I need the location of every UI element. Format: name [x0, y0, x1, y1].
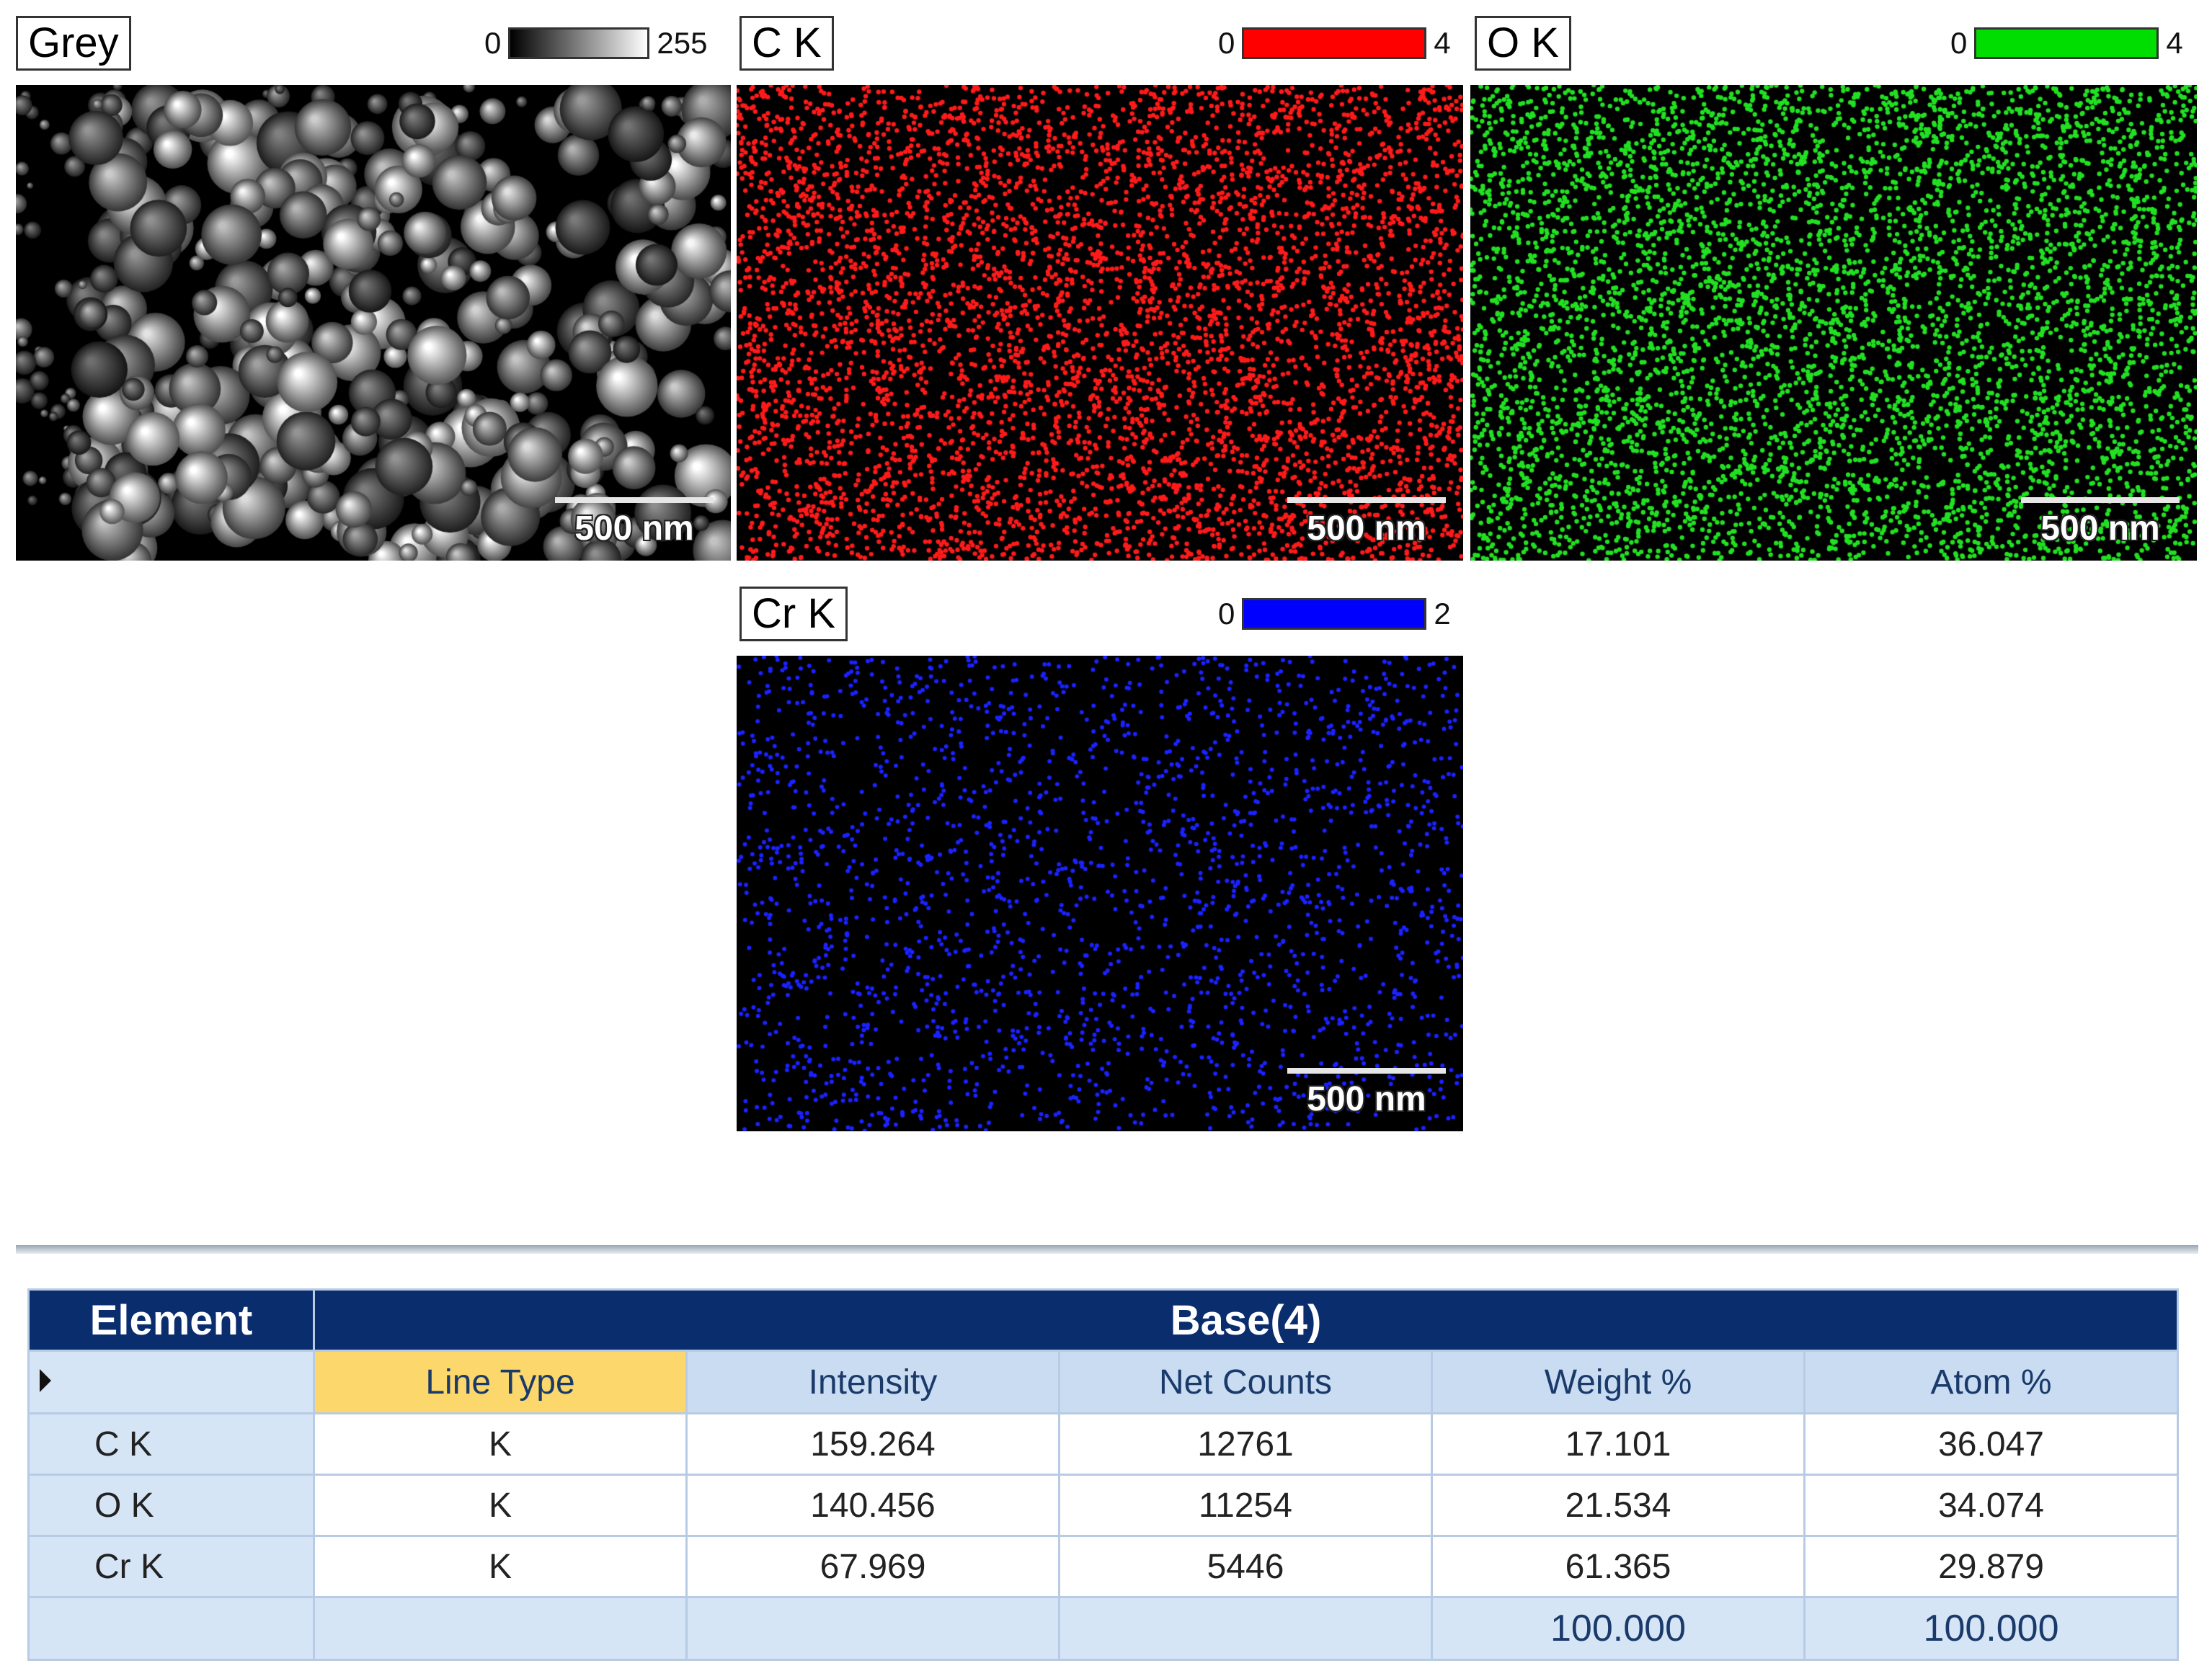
- table-row[interactable]: C K K 159.264 12761 17.101 36.047: [27, 1412, 2180, 1476]
- map-label-crk: Cr K: [739, 587, 848, 641]
- total-atom: 100.000: [1803, 1596, 2180, 1661]
- section-divider: [16, 1245, 2198, 1254]
- totals-row: 100.000 100.000: [27, 1596, 2180, 1661]
- column-header-net-counts[interactable]: Net Counts: [1058, 1350, 1433, 1414]
- header-group[interactable]: Base(4): [312, 1288, 2180, 1352]
- column-header-weight[interactable]: Weight %: [1431, 1350, 1805, 1414]
- column-header-line-type[interactable]: Line Type: [313, 1350, 688, 1414]
- column-header-atom[interactable]: Atom %: [1803, 1350, 2180, 1414]
- legend-max-crk: 2: [1434, 597, 1451, 630]
- element-map-ck: 500 nm: [737, 85, 1463, 561]
- legend-min-ck: 0: [1218, 26, 1235, 60]
- cell-atom[interactable]: 36.047: [1803, 1412, 2180, 1476]
- cell-line-type[interactable]: K: [313, 1535, 688, 1598]
- legend-bar-crk: [1242, 598, 1427, 630]
- legend-bar-ok: [1974, 27, 2159, 59]
- sem-image-grey: 500 nm: [16, 85, 731, 561]
- row-pointer-icon: [40, 1369, 51, 1392]
- results-table: Element Base(4) Line Type Intensity Net …: [27, 1288, 2180, 1661]
- legend-ck: 0 4: [1218, 26, 1451, 61]
- legend-min-grey: 0: [484, 26, 502, 60]
- cell-atom[interactable]: 29.879: [1803, 1535, 2180, 1598]
- header-element[interactable]: Element: [27, 1288, 315, 1352]
- column-header-intensity[interactable]: Intensity: [685, 1350, 1060, 1414]
- legend-grey: 0 255: [484, 26, 707, 61]
- cell-weight[interactable]: 21.534: [1431, 1474, 1805, 1537]
- total-empty-intensity: [685, 1596, 1060, 1661]
- map-label-ok: O K: [1475, 16, 1571, 71]
- cell-net-counts[interactable]: 5446: [1058, 1535, 1433, 1598]
- legend-min-ok: 0: [1950, 26, 1968, 60]
- legend-bar-ck: [1242, 27, 1427, 59]
- total-weight: 100.000: [1431, 1596, 1805, 1661]
- scale-bar-ok: 500 nm: [2021, 497, 2180, 548]
- element-map-crk: 500 nm: [737, 656, 1463, 1131]
- cell-atom[interactable]: 34.074: [1803, 1474, 2180, 1537]
- cell-intensity[interactable]: 67.969: [685, 1535, 1060, 1598]
- total-empty-net-counts: [1058, 1596, 1433, 1661]
- cell-element: Cr K: [27, 1535, 315, 1598]
- legend-max-ok: 4: [2166, 26, 2183, 60]
- map-label-grey: Grey: [16, 16, 131, 71]
- element-map-ok: 500 nm: [1470, 85, 2197, 561]
- cell-net-counts[interactable]: 11254: [1058, 1474, 1433, 1537]
- map-label-ck: C K: [739, 16, 834, 71]
- cell-line-type[interactable]: K: [313, 1474, 688, 1537]
- legend-min-crk: 0: [1218, 597, 1235, 630]
- legend-max-ck: 4: [1434, 26, 1451, 60]
- scale-bar-grey: 500 nm: [555, 497, 714, 548]
- scale-bar-crk: 500 nm: [1287, 1068, 1446, 1118]
- row-selector-header[interactable]: [27, 1350, 315, 1414]
- cell-weight[interactable]: 61.365: [1431, 1535, 1805, 1598]
- legend-ok: 0 4: [1950, 26, 2183, 61]
- legend-max-grey: 255: [657, 26, 708, 60]
- cell-weight[interactable]: 17.101: [1431, 1412, 1805, 1476]
- table-row[interactable]: Cr K K 67.969 5446 61.365 29.879: [27, 1535, 2180, 1598]
- cell-net-counts[interactable]: 12761: [1058, 1412, 1433, 1476]
- table-row[interactable]: O K K 140.456 11254 21.534 34.074: [27, 1474, 2180, 1537]
- legend-bar-grey: [508, 27, 650, 59]
- cell-intensity[interactable]: 159.264: [685, 1412, 1060, 1476]
- cell-element: C K: [27, 1412, 315, 1476]
- legend-crk: 0 2: [1218, 597, 1451, 631]
- cell-line-type[interactable]: K: [313, 1412, 688, 1476]
- total-empty-line-type: [313, 1596, 688, 1661]
- total-empty-element: [27, 1596, 315, 1661]
- cell-element: O K: [27, 1474, 315, 1537]
- scale-bar-ck: 500 nm: [1287, 497, 1446, 548]
- cell-intensity[interactable]: 140.456: [685, 1474, 1060, 1537]
